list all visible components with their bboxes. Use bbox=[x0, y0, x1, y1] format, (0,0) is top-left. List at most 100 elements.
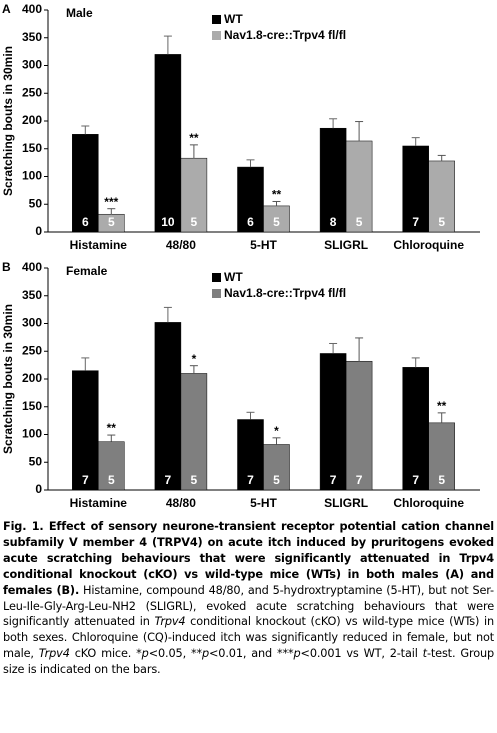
x-tick-label: Histamine bbox=[70, 496, 128, 510]
group-size-label: 7 bbox=[247, 473, 254, 487]
group-size-label: 5 bbox=[438, 215, 445, 229]
bar bbox=[428, 422, 455, 491]
group-size-label: 5 bbox=[356, 215, 363, 229]
y-tick-label: 100 bbox=[22, 169, 42, 183]
x-tick-label: 5-HT bbox=[250, 238, 277, 252]
bar bbox=[345, 360, 373, 491]
significance-label: *** bbox=[104, 195, 118, 209]
group-size-label: 5 bbox=[191, 473, 198, 487]
bar bbox=[72, 134, 99, 233]
x-tick-label: 48/80 bbox=[166, 238, 196, 252]
y-tick-label: 150 bbox=[22, 399, 42, 413]
bar bbox=[402, 367, 429, 491]
caption-text: <0.05, ** bbox=[148, 647, 202, 661]
bar bbox=[428, 160, 455, 233]
legend-label: Nav1.8-cre::Trpv4 fl/fl bbox=[224, 28, 346, 42]
caption-text: cKO mice. * bbox=[69, 647, 142, 661]
legend-label: WT bbox=[224, 12, 243, 26]
bar bbox=[263, 444, 290, 491]
x-tick-label: 48/80 bbox=[166, 496, 196, 510]
group-size-label: 7 bbox=[412, 473, 419, 487]
caption: Fig. 1. Effect of sensory neurone-transi… bbox=[3, 519, 494, 678]
group-size-label: 5 bbox=[438, 473, 445, 487]
caption-text: conditional knockout (cKO) vs wild-type … bbox=[3, 615, 494, 661]
bar bbox=[402, 145, 429, 233]
caption-text: -test. Group size is indicated on the ba… bbox=[3, 647, 494, 677]
bar bbox=[154, 54, 182, 233]
y-tick-label: 100 bbox=[22, 427, 42, 441]
group-size-label: 7 bbox=[356, 473, 363, 487]
significance-label: ** bbox=[272, 188, 282, 202]
group-size-label: 6 bbox=[82, 215, 89, 229]
chart-title: Female bbox=[66, 264, 108, 278]
legend-label: Nav1.8-cre::Trpv4 fl/fl bbox=[224, 286, 346, 300]
caption-text: <0.01, and *** bbox=[208, 647, 294, 661]
y-tick-label: 400 bbox=[22, 260, 42, 274]
group-size-label: 6 bbox=[247, 215, 254, 229]
group-size-label: 5 bbox=[273, 215, 280, 229]
x-tick-label: Histamine bbox=[70, 238, 128, 252]
y-tick-label: 50 bbox=[29, 454, 43, 468]
panel-label: A bbox=[2, 2, 11, 16]
y-tick-label: 350 bbox=[22, 30, 42, 44]
group-size-label: 7 bbox=[330, 473, 337, 487]
group-size-label: 5 bbox=[108, 473, 115, 487]
caption-text: Trpv4 bbox=[38, 647, 70, 661]
y-tick-label: 400 bbox=[22, 2, 42, 16]
y-tick-label: 200 bbox=[22, 371, 42, 385]
significance-label: ** bbox=[107, 421, 117, 435]
legend-label: WT bbox=[224, 270, 243, 284]
bar bbox=[345, 140, 373, 233]
group-size-label: 7 bbox=[82, 473, 89, 487]
y-tick-label: 150 bbox=[22, 141, 42, 155]
panel-label: B bbox=[2, 260, 11, 274]
caption-text: p bbox=[201, 647, 209, 661]
group-size-label: 5 bbox=[191, 215, 198, 229]
significance-label: * bbox=[274, 424, 279, 438]
y-tick-label: 250 bbox=[22, 343, 42, 357]
caption-text: Fig. 1. Effect of sensory neurone-transi… bbox=[3, 520, 494, 597]
group-size-label: 5 bbox=[273, 473, 280, 487]
legend-swatch bbox=[212, 289, 221, 298]
y-tick-label: 50 bbox=[29, 196, 43, 210]
significance-label: * bbox=[192, 352, 197, 366]
x-tick-label: SLIGRL bbox=[324, 238, 368, 252]
y-axis-label: Scratching bouts in 30min bbox=[1, 46, 15, 196]
bar bbox=[154, 322, 182, 491]
bar bbox=[180, 157, 208, 233]
caption-text: Histamine, compound 48/80, and 5-hydroxt… bbox=[3, 583, 494, 629]
legend-swatch bbox=[212, 31, 221, 40]
bar bbox=[72, 370, 99, 491]
significance-label: ** bbox=[189, 131, 199, 145]
figure: A Male Scratching bouts in 30min 0 50 100 150 2… bbox=[1, 2, 480, 510]
caption-text: p bbox=[293, 647, 301, 661]
x-tick-label: Chloroquine bbox=[393, 238, 464, 252]
group-size-label: 8 bbox=[330, 215, 337, 229]
y-tick-label: 0 bbox=[35, 224, 42, 238]
legend-swatch bbox=[212, 273, 221, 282]
y-tick-label: 300 bbox=[22, 58, 42, 72]
y-tick-label: 350 bbox=[22, 288, 42, 302]
caption-text: t bbox=[422, 647, 427, 661]
y-axis-label: Scratching bouts in 30min bbox=[1, 304, 15, 454]
caption-text: p bbox=[141, 647, 149, 661]
bar bbox=[237, 419, 264, 491]
group-size-label: 7 bbox=[412, 215, 419, 229]
bar bbox=[319, 353, 347, 491]
chart-title: Male bbox=[66, 6, 93, 20]
bar bbox=[98, 441, 125, 491]
legend-swatch bbox=[212, 15, 221, 24]
x-tick-label: 5-HT bbox=[250, 496, 277, 510]
y-tick-label: 200 bbox=[22, 113, 42, 127]
group-size-label: 10 bbox=[161, 215, 175, 229]
y-tick-label: 250 bbox=[22, 85, 42, 99]
group-size-label: 5 bbox=[108, 215, 115, 229]
caption-text: Trpv4 bbox=[154, 615, 186, 629]
x-tick-label: Chloroquine bbox=[393, 496, 464, 510]
group-size-label: 7 bbox=[165, 473, 172, 487]
x-tick-label: SLIGRL bbox=[324, 496, 368, 510]
significance-label: ** bbox=[437, 399, 447, 413]
caption-text: <0.001 vs WT, 2-tail bbox=[300, 647, 423, 661]
y-tick-label: 300 bbox=[22, 316, 42, 330]
